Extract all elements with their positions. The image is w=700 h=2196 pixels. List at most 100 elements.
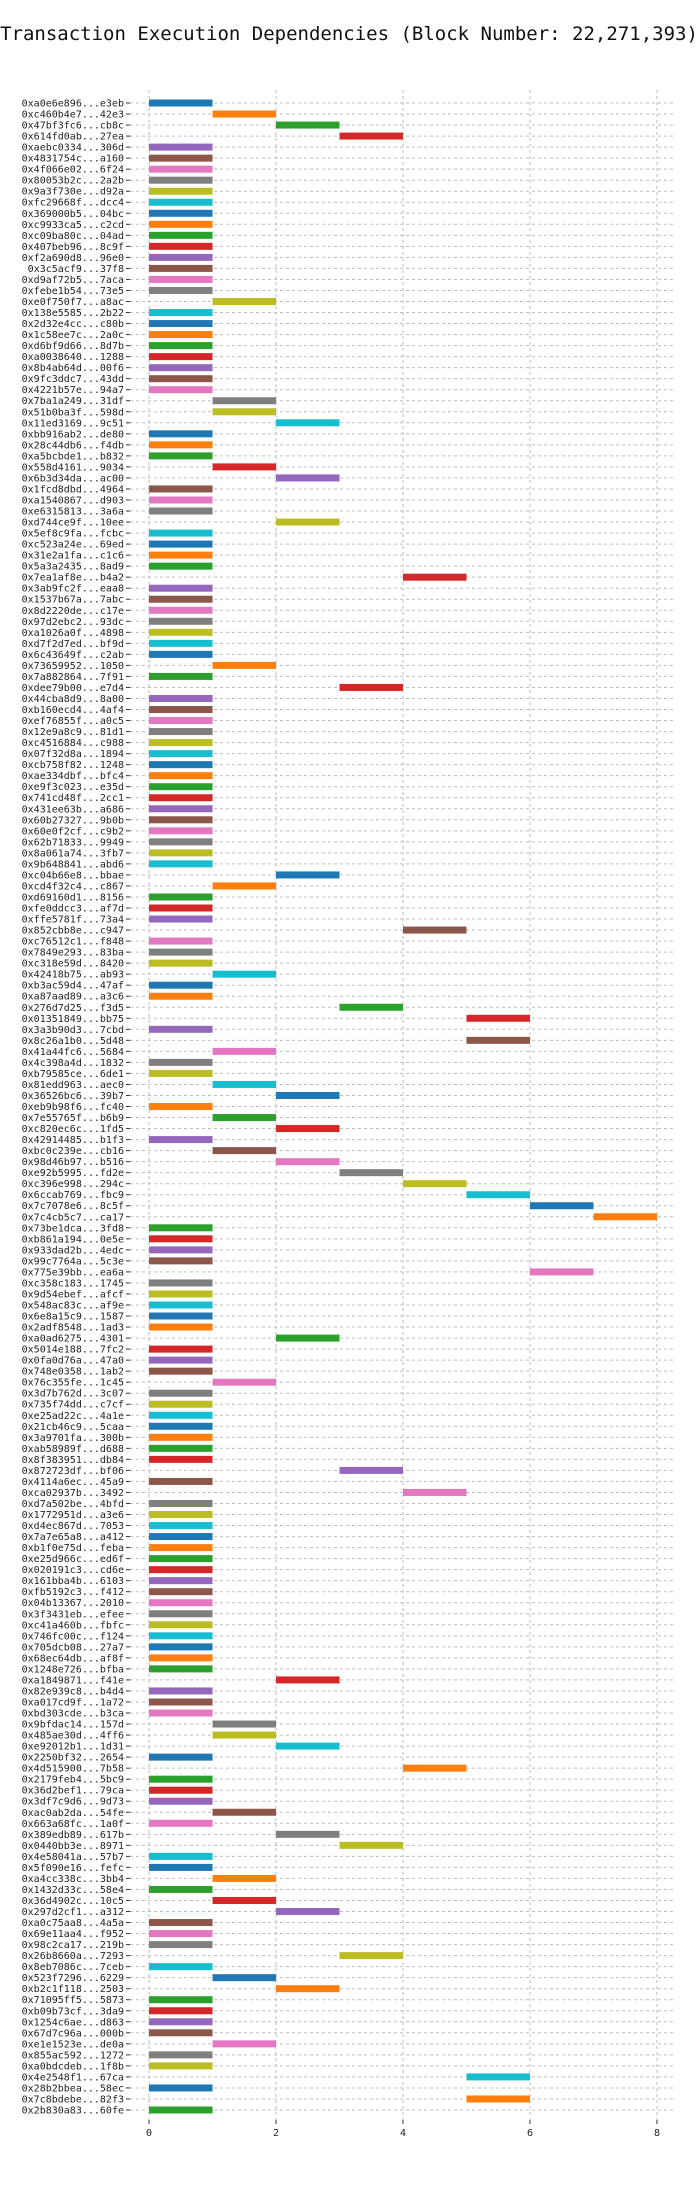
transaction-bar [339, 683, 403, 691]
y-tick-label: 0x1254c6ae...d863 [22, 2017, 124, 2028]
transaction-bar [149, 1753, 213, 1761]
y-tick-label: 0xc820ec6c...1fd5 [22, 1124, 124, 1135]
y-tick-label: 0xeb9b98f6...fc40 [22, 1102, 124, 1113]
transaction-bar [149, 1555, 213, 1563]
y-tick-label: 0x4f066e02...6f24 [22, 165, 124, 176]
y-tick-label: 0xcb758f82...1248 [22, 760, 124, 771]
y-tick-label: 0xfe0ddcc3...af7d [22, 904, 124, 915]
transaction-bar [149, 915, 213, 923]
y-tick-label: 0x42418b75...ab93 [22, 970, 124, 981]
transaction-bar [276, 518, 340, 526]
transaction-bar [149, 805, 213, 813]
transaction-bar [339, 1466, 403, 1474]
y-tick-label: 0x6e8a15c9...1587 [22, 1312, 124, 1323]
transaction-bar [276, 474, 340, 482]
y-tick-label: 0xd4ec867d...7053 [22, 1521, 124, 1532]
y-tick-label: 0xffe5781f...73a4 [22, 915, 124, 926]
transaction-bar [149, 1069, 213, 1077]
y-tick-label: 0x1fcd8dbd...4964 [22, 484, 124, 495]
transaction-bar [149, 99, 213, 107]
transaction-bar [149, 1455, 213, 1463]
transaction-bar [149, 981, 213, 989]
y-tick-label: 0x71095ff5...5873 [22, 1995, 124, 2006]
y-tick-label: 0xc358c183...1745 [22, 1278, 124, 1289]
y-tick-label: 0x11ed3169...9c51 [22, 418, 124, 429]
y-tick-label: 0x7a882864...7f91 [22, 672, 124, 683]
y-tick-label: 0x7a7e65a8...a412 [22, 1532, 124, 1543]
y-tick-label: 0x2250bf32...2654 [22, 1753, 124, 1764]
y-tick-label: 0x8b4ab64d...00f6 [22, 363, 124, 374]
transaction-bar [149, 1665, 213, 1673]
transaction-bar [149, 1058, 213, 1066]
y-tick-label: 0xa1026a0f...4898 [22, 628, 124, 639]
y-tick-label: 0x01351849...bb75 [22, 1014, 124, 1025]
y-tick-label: 0x1432d33c...58e4 [22, 1885, 124, 1896]
transaction-bar [149, 628, 213, 636]
transaction-bar [149, 1996, 213, 2004]
y-tick-label: 0x1c58ee7c...2a0c [22, 330, 124, 341]
transaction-bar [212, 297, 277, 305]
transaction-bar [149, 1687, 213, 1695]
transaction-bar [149, 728, 213, 736]
transaction-bar [149, 717, 213, 725]
y-tick-label: 0x523f7296...6229 [22, 1973, 124, 1984]
bars [149, 99, 657, 2114]
transaction-bar [149, 165, 213, 173]
transaction-bar [276, 1091, 340, 1099]
transaction-bar [149, 694, 213, 702]
transaction-bar [149, 1963, 213, 1971]
transaction-bar [149, 606, 213, 614]
transaction-bar [149, 761, 213, 769]
transaction-bar [149, 1566, 213, 1574]
y-tick-label: 0xfc29668f...dcc4 [22, 198, 124, 209]
transaction-bar [149, 1786, 213, 1794]
transaction-bar [149, 1522, 213, 1530]
y-tick-label: 0x80053b2c...2a2b [22, 176, 124, 187]
x-tick-label: 6 [527, 2128, 533, 2139]
transaction-bar [212, 2040, 277, 2048]
y-tick-label: 0x614fd0ab...27ea [22, 132, 124, 143]
transaction-bar [149, 1246, 213, 1254]
transaction-bar [149, 1941, 213, 1949]
y-tick-label: 0x7ba1a249...31df [22, 396, 124, 407]
x-tick-label: 8 [654, 2128, 660, 2139]
transaction-bar [149, 1444, 213, 1452]
transaction-bar [149, 529, 213, 537]
y-tick-label: 0xe6315813...3a6a [22, 507, 124, 518]
transaction-bar [149, 2084, 213, 2092]
y-tick-label: 0x746fc00c...f124 [22, 1631, 124, 1642]
transaction-bar [149, 948, 213, 956]
transaction-bar [276, 1125, 340, 1133]
transaction-bar [403, 926, 467, 934]
x-axis: 0 2 4 6 8 [146, 2120, 660, 2139]
transaction-bar [466, 1014, 530, 1022]
y-tick-label: 0xc318e59d...8420 [22, 959, 124, 970]
transaction-bar [149, 937, 213, 945]
transaction-bar [149, 1588, 213, 1596]
transaction-bar [149, 1775, 213, 1783]
y-tick-label: 0x8a061a74...3fb7 [22, 848, 124, 859]
y-tick-label: 0xb2c1f118...2503 [22, 1984, 124, 1995]
y-tick-label: 0x9a3f730e...d92a [22, 187, 124, 198]
y-tick-label: 0x82e939c8...b4d4 [22, 1686, 124, 1697]
transaction-bar [149, 1323, 213, 1331]
transaction-bar [149, 353, 213, 361]
y-tick-label: 0xc4516884...c988 [22, 738, 124, 749]
transaction-bar [276, 1676, 340, 1684]
y-tick-label: 0x44cba8d9...8a00 [22, 694, 124, 705]
transaction-bar [149, 672, 213, 680]
y-tick-label: 0xe0f750f7...a8ac [22, 297, 124, 308]
y-tick-label: 0xab58989f...d688 [22, 1444, 124, 1455]
y-tick-label: 0x933dad2b...4edc [22, 1245, 124, 1256]
transaction-bar [149, 1136, 213, 1144]
transaction-bar [212, 1731, 277, 1739]
y-tick-label: 0x5ef8c9fa...fcbc [22, 529, 124, 540]
y-tick-label: 0xa4cc338c...3bb4 [22, 1874, 124, 1885]
transaction-bar [212, 1114, 277, 1122]
y-tick-label: 0xb160ecd4...4af4 [22, 705, 124, 716]
transaction-bar [149, 1389, 213, 1397]
y-tick-label: 0xbd303cde...b3ca [22, 1709, 124, 1720]
transaction-bar [276, 871, 340, 879]
y-tick-label: 0xa1540867...d903 [22, 495, 124, 506]
transaction-bar [149, 485, 213, 493]
